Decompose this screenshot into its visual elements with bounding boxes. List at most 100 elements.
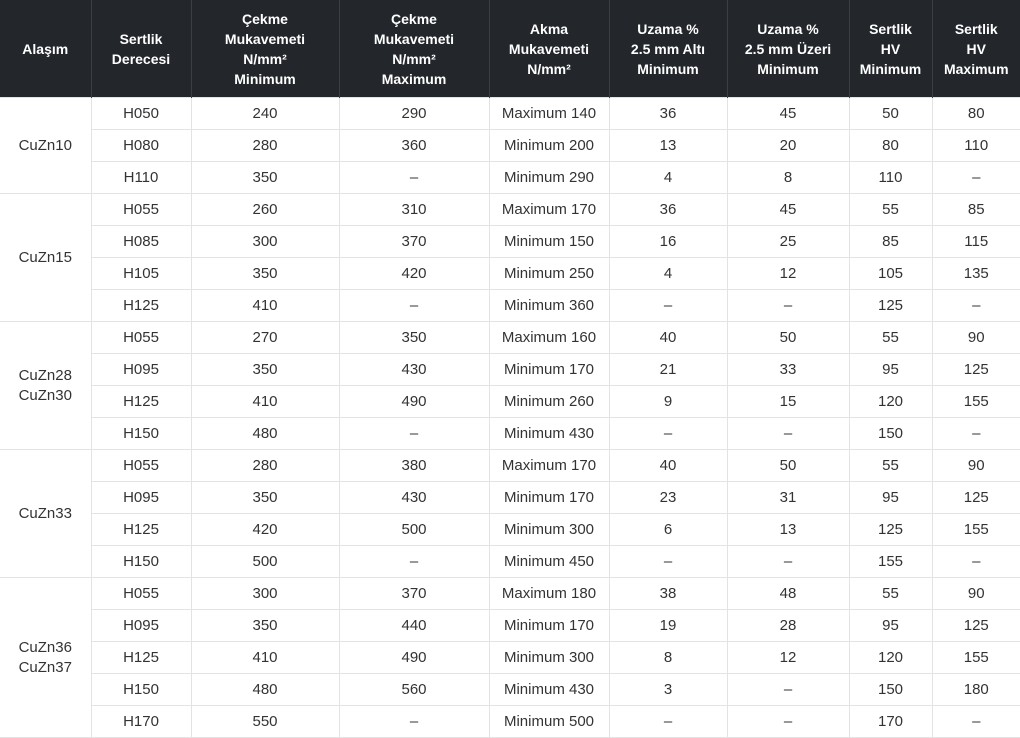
table-cell: – — [726, 705, 850, 738]
table-cell: H125 — [91, 513, 192, 546]
table-cell: 430 — [338, 353, 490, 386]
table-cell: 20 — [726, 129, 850, 162]
table-row: H125 410 490 Minimum 300 8 12 120 155 — [0, 641, 1020, 674]
table-cell: H105 — [91, 257, 192, 290]
table-cell: 300 — [190, 225, 340, 258]
table-cell: 19 — [608, 609, 728, 642]
table-cell: 125 — [848, 289, 933, 322]
table-cell: – — [338, 161, 490, 194]
table-cell: 115 — [931, 225, 1020, 258]
table-cell: 155 — [931, 513, 1020, 546]
table-cell: H170 — [91, 705, 192, 738]
table-cell: 410 — [190, 289, 340, 322]
table-cell: 370 — [338, 577, 490, 610]
table-cell: 260 — [190, 193, 340, 226]
table-row: H080 280 360 Minimum 200 13 20 80 110 — [0, 129, 1020, 162]
table-cell: – — [608, 545, 728, 578]
table-cell: 560 — [338, 673, 490, 706]
table-row: H095 350 440 Minimum 170 19 28 95 125 — [0, 609, 1020, 642]
table-cell: 500 — [190, 545, 340, 578]
table-cell: 125 — [931, 481, 1020, 514]
table-cell: Minimum 300 — [488, 513, 610, 546]
table-cell: H125 — [91, 385, 192, 418]
table-cell: H050 — [90, 97, 192, 130]
table-cell: – — [931, 161, 1020, 194]
column-header: Çekme Mukavemeti N/mm² Minimum — [191, 0, 340, 98]
table-cell: H150 — [91, 545, 192, 578]
alloy-cell: CuZn10 — [0, 97, 92, 194]
table-cell: – — [726, 417, 850, 450]
column-header: Sertlik Derecesi — [91, 0, 192, 98]
table-cell: 95 — [848, 481, 933, 514]
table-cell: Minimum 290 — [488, 161, 610, 194]
table-cell: 125 — [848, 513, 933, 546]
table-cell: 38 — [608, 577, 728, 610]
table-cell: 16 — [608, 225, 728, 258]
column-header: Akma Mukavemeti N/mm² — [489, 0, 610, 98]
table-cell: 150 — [848, 673, 933, 706]
table-cell: – — [338, 705, 490, 738]
table-cell: – — [338, 417, 490, 450]
table-cell: 155 — [848, 545, 933, 578]
table-cell: Maximum 170 — [488, 193, 610, 226]
table-cell: – — [931, 289, 1020, 322]
table-cell: 13 — [608, 129, 728, 162]
table-cell: H055 — [90, 449, 192, 482]
table-cell: 350 — [190, 609, 340, 642]
table-row: H170 550– Minimum 500– –170– — [0, 705, 1020, 738]
table-cell: 90 — [931, 449, 1020, 482]
table-row: H095 350 430 Minimum 170 23 31 95 125 — [0, 481, 1020, 514]
table-cell: – — [338, 545, 490, 578]
table-cell: 95 — [848, 353, 933, 386]
table-cell: Minimum 450 — [488, 545, 610, 578]
table-cell: 350 — [338, 321, 490, 354]
table-cell: H080 — [91, 129, 192, 162]
table-body: CuZn10 H050 240 290 Maximum 140 36 45 50 80 H080 2… — [0, 97, 1020, 738]
table-cell: 9 — [608, 385, 728, 418]
column-header: Çekme Mukavemeti N/mm² Maximum — [339, 0, 490, 98]
table-cell: Minimum 430 — [488, 417, 610, 450]
column-header: Sertlik HV Minimum — [849, 0, 933, 98]
table-cell: – — [931, 417, 1020, 450]
table-cell: 310 — [338, 193, 490, 226]
table-cell: 55 — [848, 193, 933, 226]
table-cell: Maximum 140 — [488, 97, 610, 130]
table-cell: H095 — [91, 353, 192, 386]
table-cell: 110 — [931, 129, 1020, 162]
table-cell: 440 — [338, 609, 490, 642]
table-cell: H150 — [91, 417, 192, 450]
table-cell: – — [726, 673, 850, 706]
table-cell: 280 — [190, 129, 340, 162]
table-cell: 40 — [608, 449, 728, 482]
table-row: H125 410– Minimum 360– –125– — [0, 289, 1020, 322]
column-header: Uzama % 2.5 mm Altı Minimum — [609, 0, 728, 98]
table-cell: 500 — [338, 513, 490, 546]
table-row: H085 300 370 Minimum 150 16 25 85 115 — [0, 225, 1020, 258]
table-cell: Minimum 170 — [488, 481, 610, 514]
table-cell: 105 — [848, 257, 933, 290]
table-cell: – — [726, 545, 850, 578]
table-cell: 120 — [848, 641, 933, 674]
table-cell: 3 — [608, 673, 728, 706]
table-cell: 125 — [931, 609, 1020, 642]
table-row: CuZn15 H055 260 310 Maximum 170 36 45 55 85 — [0, 193, 1020, 322]
table-cell: 430 — [338, 481, 490, 514]
table-cell: – — [931, 705, 1020, 738]
header-row: Alaşım Sertlik Derecesi Çekme Mukavemeti N… — [0, 0, 1020, 98]
table-cell: 50 — [726, 449, 850, 482]
table-cell: – — [608, 705, 728, 738]
table-cell: 180 — [931, 673, 1020, 706]
table-cell: 36 — [608, 193, 728, 226]
table-cell: 270 — [190, 321, 340, 354]
table-row: H125 420 500 Minimum 300 6 13 125 155 — [0, 513, 1020, 546]
table-cell: 33 — [726, 353, 850, 386]
table-cell: 12 — [726, 641, 850, 674]
table-cell: 95 — [848, 609, 933, 642]
table-cell: 420 — [190, 513, 340, 546]
table-cell: 350 — [190, 481, 340, 514]
table-row: H105 350 420 Minimum 250 4 12 105 135 — [0, 257, 1020, 290]
table-cell: Maximum 180 — [488, 577, 610, 610]
table-cell: H125 — [91, 641, 192, 674]
table-cell: Minimum 170 — [488, 609, 610, 642]
table-cell: 155 — [931, 385, 1020, 418]
